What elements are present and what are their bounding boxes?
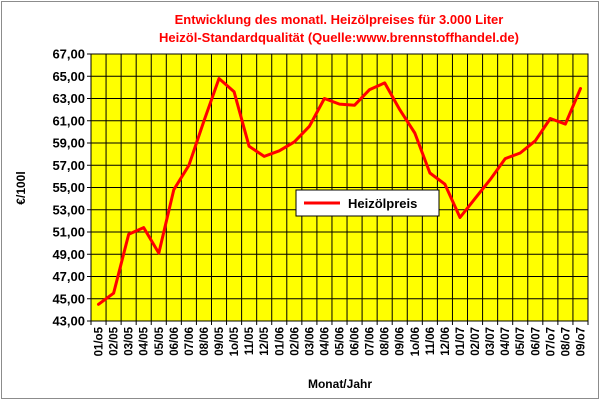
x-tick-label: 07/06 bbox=[184, 327, 196, 356]
x-tick-label: 08/o7 bbox=[560, 327, 572, 356]
x-tick-label: 09/o7 bbox=[575, 327, 587, 356]
y-tick-label: 53,00 bbox=[52, 202, 85, 217]
x-tick-label: 12/06 bbox=[440, 327, 452, 356]
x-tick-label: 07/o7 bbox=[545, 327, 557, 356]
y-tick-label: 61,00 bbox=[52, 113, 85, 128]
x-tick-label: 09/06 bbox=[395, 327, 407, 356]
y-tick-label: 45,00 bbox=[52, 291, 85, 306]
x-tick-labels: 01/o5 02/05 03/05 04/05 05/05 06/06 07/06 08/06… bbox=[94, 326, 588, 356]
x-tick-label: 11/06 bbox=[425, 327, 437, 355]
x-tick-label: 05/06 bbox=[335, 327, 347, 356]
chart-title-line-2: Heizöl-Standardqualität (Quelle:www.bren… bbox=[159, 30, 519, 45]
legend-label: Heizölpreis bbox=[348, 196, 417, 211]
x-tick-label: 02/07 bbox=[470, 327, 482, 356]
x-tick-label: 01/07 bbox=[455, 327, 467, 356]
x-tick-label: 03/07 bbox=[485, 327, 497, 356]
y-tick-label: 59,00 bbox=[52, 136, 85, 151]
y-tick-label: 47,00 bbox=[52, 269, 85, 284]
x-tick-label: 06/07 bbox=[530, 327, 542, 356]
x-tick-label: 03/06 bbox=[304, 327, 316, 356]
x-tick-label: 02/06 bbox=[289, 327, 301, 356]
x-tick-label: 03/05 bbox=[124, 326, 136, 355]
x-tick-label: 05/05 bbox=[154, 326, 166, 355]
y-tick-label: 43,00 bbox=[52, 314, 85, 329]
legend-box bbox=[295, 189, 440, 217]
x-tick-label: 09/05 bbox=[214, 326, 226, 355]
y-tick-label: 67,00 bbox=[52, 47, 85, 62]
x-tick-label: 04/06 bbox=[319, 327, 331, 356]
x-tick-label: 1o/05 bbox=[229, 326, 241, 356]
x-tick-label: 11/05 bbox=[244, 326, 256, 355]
x-tick-label: 06/06 bbox=[350, 327, 362, 356]
y-tick-label: 65,00 bbox=[52, 69, 85, 84]
y-tick-label: 57,00 bbox=[52, 158, 85, 173]
x-gridlines bbox=[90, 54, 589, 325]
x-axis-label: Monat/Jahr bbox=[308, 377, 372, 391]
x-tick-label: 08/06 bbox=[380, 327, 392, 356]
x-tick-label: 05/07 bbox=[515, 327, 527, 356]
x-tick-label: 01/o5 bbox=[94, 326, 106, 356]
x-tick-label: 02/05 bbox=[109, 326, 121, 355]
x-tick-label: 07/06 bbox=[365, 327, 377, 356]
y-tick-label: 51,00 bbox=[52, 225, 85, 240]
y-axis-label: €/100l bbox=[14, 171, 28, 204]
x-tick-label: 08/06 bbox=[199, 327, 211, 356]
y-tick-label: 55,00 bbox=[52, 180, 85, 195]
x-tick-label: 01/06 bbox=[274, 327, 286, 356]
y-tick-label: 49,00 bbox=[52, 247, 85, 262]
chart-title-line-1: Entwicklung des monatl. Heizölpreises fü… bbox=[175, 12, 504, 27]
series-line-heizoelpreis bbox=[97, 77, 582, 306]
x-tick-label: 04/07 bbox=[500, 327, 512, 356]
x-tick-label: 12/05 bbox=[259, 326, 271, 355]
y-tick-labels: 43,00 45,00 47,00 49,00 51,00 53,00 55,00 57,00… bbox=[52, 47, 85, 329]
y-tick-label: 63,00 bbox=[52, 91, 85, 106]
series-layer bbox=[97, 77, 582, 306]
x-tick-label: 04/05 bbox=[139, 326, 151, 355]
x-tick-label: 06/06 bbox=[169, 327, 181, 356]
legend: Heizölpreis bbox=[295, 189, 440, 217]
x-tick-label: 1o/06 bbox=[410, 327, 422, 356]
